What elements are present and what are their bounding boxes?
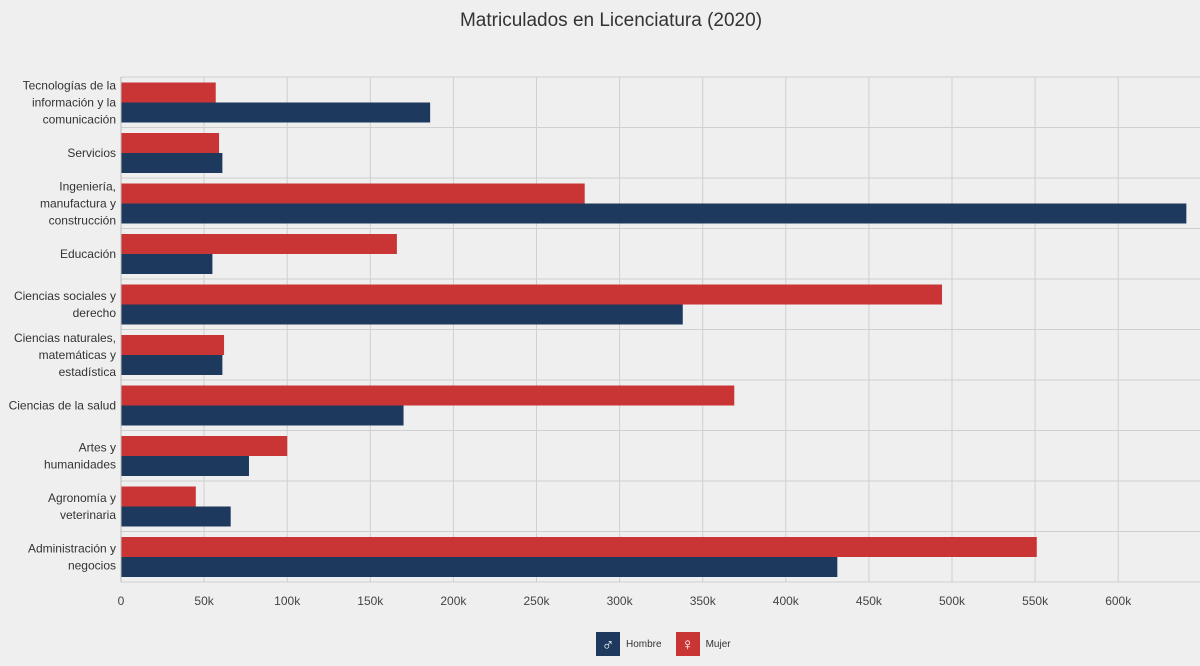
legend-item-mujer[interactable]: ♀ Mujer: [675, 632, 731, 656]
y-category-label: veterinaria: [60, 508, 116, 522]
y-category-label: información y la: [32, 95, 116, 109]
y-category-label: matemáticas y: [39, 348, 116, 362]
legend: ♂ Hombre ♀ Mujer: [596, 632, 731, 656]
y-category-label: Ciencias naturales,: [14, 331, 116, 345]
x-tick-label: 0: [118, 594, 125, 608]
bar-mujer[interactable]: [121, 486, 196, 507]
x-tick-label: 350k: [690, 594, 717, 608]
y-category-label: estadística: [59, 365, 117, 379]
x-tick-label: 250k: [523, 594, 550, 608]
bar-mujer[interactable]: [121, 335, 225, 355]
bar-hombre[interactable]: [121, 557, 838, 577]
y-category-label: Ciencias de la salud: [9, 398, 116, 412]
x-tick-label: 500k: [939, 594, 966, 608]
x-tick-label: 550k: [1022, 594, 1049, 608]
x-tick-label: 400k: [773, 594, 800, 608]
bar-hombre[interactable]: [121, 304, 683, 325]
female-icon: ♀: [675, 632, 700, 656]
y-category-label: manufactura y: [40, 196, 116, 210]
x-tick-label: 600k: [1105, 594, 1132, 608]
bar-mujer[interactable]: [121, 183, 585, 204]
y-category-label: Tecnologías de la: [23, 78, 117, 92]
y-category-label: comunicación: [43, 112, 116, 126]
legend-item-hombre[interactable]: ♂ Hombre: [596, 632, 662, 656]
bar-hombre[interactable]: [121, 355, 223, 375]
x-tick-label: 300k: [607, 594, 634, 608]
y-category-label: Artes y: [79, 440, 116, 454]
y-category-label: Ciencias sociales y: [14, 289, 116, 303]
x-tick-label: 100k: [274, 594, 301, 608]
bar-hombre[interactable]: [121, 405, 404, 426]
male-icon: ♂: [596, 632, 620, 656]
bar-mujer[interactable]: [121, 537, 1037, 557]
bar-hombre[interactable]: [121, 506, 231, 527]
bar-mujer[interactable]: [121, 133, 220, 153]
y-category-label: Administración y: [28, 541, 116, 555]
bar-hombre[interactable]: [121, 102, 431, 123]
bar-hombre[interactable]: [121, 254, 213, 274]
bar-mujer[interactable]: [121, 436, 288, 456]
x-tick-label: 50k: [194, 594, 214, 608]
bar-hombre[interactable]: [121, 203, 1187, 224]
y-category-label: Servicios: [67, 146, 116, 160]
y-category-label: derecho: [73, 306, 117, 320]
x-tick-label: 150k: [357, 594, 384, 608]
bar-mujer[interactable]: [121, 234, 397, 254]
bar-hombre[interactable]: [121, 153, 223, 173]
bar-mujer[interactable]: [121, 82, 216, 103]
y-category-label: Educación: [60, 247, 116, 261]
y-category-label: Ingeniería,: [59, 179, 116, 193]
legend-label-hombre: Hombre: [626, 638, 662, 650]
y-category-label: construcción: [49, 213, 116, 227]
y-category-label: humanidades: [44, 457, 116, 471]
chart-title: Matriculados en Licenciatura (2020): [459, 10, 763, 31]
x-tick-label: 450k: [856, 594, 883, 608]
y-category-label: Agronomía y: [48, 491, 116, 505]
bar-mujer[interactable]: [121, 385, 735, 406]
legend-label-mujer: Mujer: [705, 638, 731, 650]
bar-hombre[interactable]: [121, 456, 249, 476]
bar-mujer[interactable]: [121, 284, 943, 305]
y-category-label: negocios: [68, 558, 116, 572]
x-tick-label: 200k: [440, 594, 467, 608]
